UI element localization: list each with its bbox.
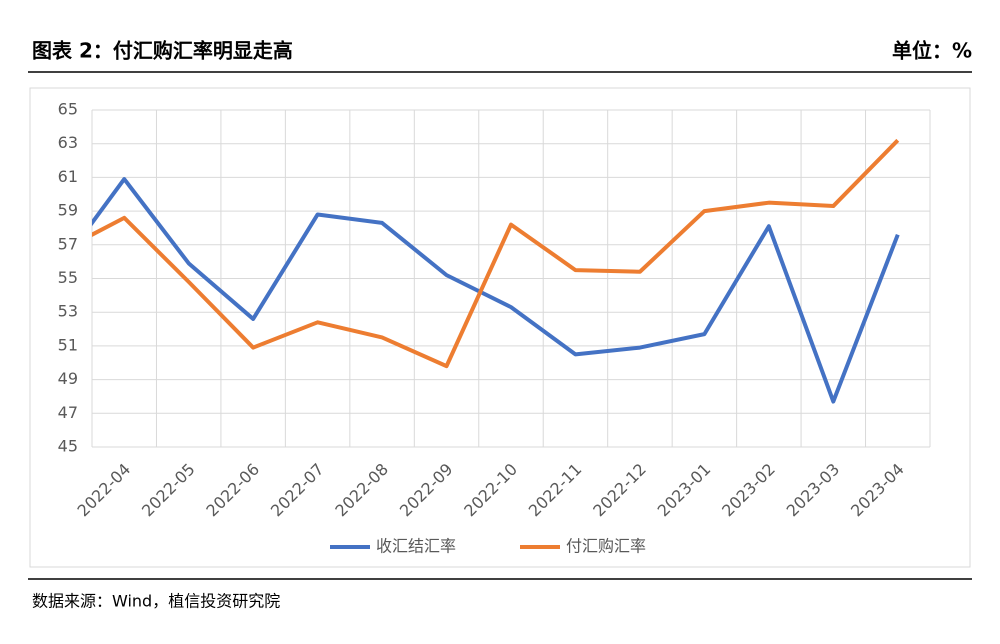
x-tick-label: 2022-12 [589, 460, 650, 521]
title: 图表 2：付汇购汇率明显走高 [32, 39, 293, 63]
y-tick-label: 53 [58, 302, 78, 321]
x-tick-label: 2022-08 [331, 460, 392, 521]
chart-frame [29, 87, 971, 568]
x-tick-label: 2023-04 [847, 460, 908, 521]
y-tick-label: 61 [58, 167, 78, 186]
legend-label: 付汇购汇率 [566, 537, 646, 556]
lines [92, 138, 900, 404]
y-tick-label: 55 [58, 268, 78, 287]
x-tick-label: 2022-07 [267, 460, 328, 521]
y-tick-label: 57 [58, 234, 78, 253]
x-tick-label: 2022-04 [74, 460, 135, 521]
x-tick-label: 2022-06 [202, 460, 263, 521]
x-tick-label: 2023-01 [654, 460, 715, 521]
x-tick-label: 2023-03 [783, 460, 844, 521]
y-tick-label: 49 [58, 369, 78, 388]
source: 数据来源：Wind，植信投资研究院 [32, 592, 280, 611]
x-tick-label: 2022-10 [460, 460, 521, 521]
y-tick-label: 51 [58, 335, 78, 354]
legend-label: 收汇结汇率 [376, 537, 456, 556]
y-tick-label: 65 [58, 100, 78, 119]
y-tick-label: 47 [58, 403, 78, 422]
y-tick-label: 45 [58, 437, 78, 456]
series-line [92, 138, 900, 369]
y-tick-label: 63 [58, 133, 78, 152]
x-tick-label: 2022-11 [525, 460, 586, 521]
x-tick-label: 2022-05 [138, 460, 199, 521]
unit: 单位：% [892, 39, 972, 63]
x-tick-label: 2023-02 [718, 460, 779, 521]
y-tick-label: 59 [58, 201, 78, 220]
x-tick-label: 2022-09 [396, 460, 457, 521]
